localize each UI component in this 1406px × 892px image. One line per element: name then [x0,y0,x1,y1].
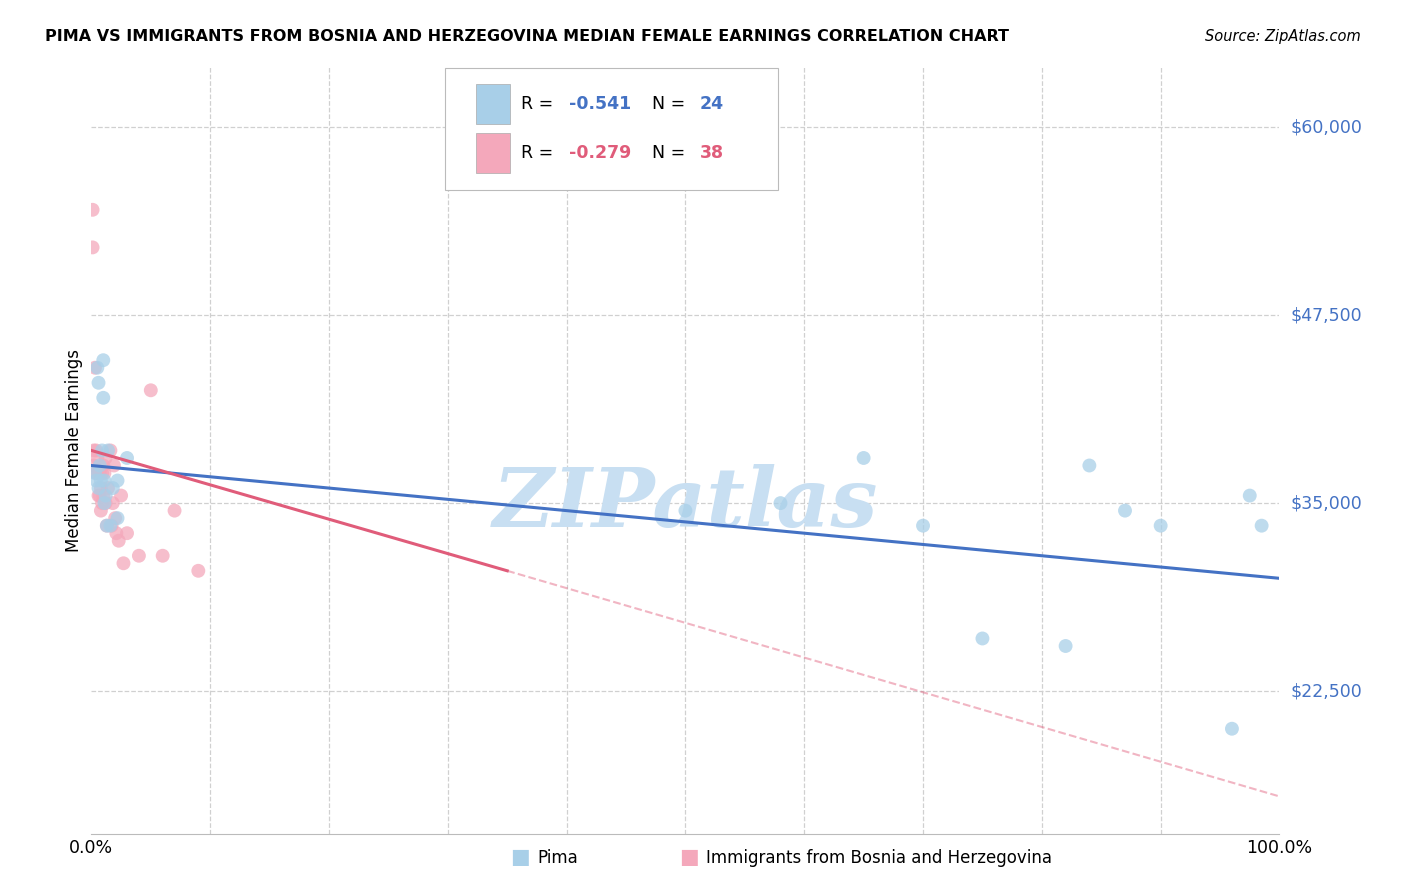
Point [84,466,107,480]
Text: PIMA VS IMMIGRANTS FROM BOSNIA AND HERZEGOVINA MEDIAN FEMALE EARNINGS CORRELATIO: PIMA VS IMMIGRANTS FROM BOSNIA AND HERZE… [45,29,1010,45]
Point [103,458,125,473]
Point [1220,722,1243,736]
Text: -0.279: -0.279 [569,144,631,161]
Point [90,481,112,495]
Text: N =: N = [652,144,690,161]
Point [96,518,118,533]
Text: R =: R = [522,95,560,112]
Point [83,458,105,473]
Point [100,443,122,458]
Point [93,466,115,480]
Point [90,503,112,517]
Point [86,450,108,465]
Point [94,496,117,510]
Point [100,518,122,533]
Point [97,481,120,495]
Point [107,533,129,548]
Point [852,450,875,465]
Point [673,503,696,517]
Point [84,443,107,458]
Text: $35,000: $35,000 [1291,494,1362,512]
Text: Pima: Pima [537,849,578,867]
Point [187,564,209,578]
Point [100,518,122,533]
Point [91,443,114,458]
Point [128,549,150,563]
Y-axis label: Median Female Earnings: Median Female Earnings [65,349,83,552]
Point [115,450,138,465]
Point [110,489,132,503]
Text: R =: R = [522,144,560,161]
FancyBboxPatch shape [446,69,778,190]
Point [163,503,186,517]
Point [91,353,114,368]
Text: Immigrants from Bosnia and Herzegovina: Immigrants from Bosnia and Herzegovina [706,849,1052,867]
Point [97,443,120,458]
Point [91,466,114,480]
Text: $60,000: $60,000 [1291,118,1362,136]
Point [94,450,117,465]
Point [112,556,135,570]
Text: $47,500: $47,500 [1291,306,1362,324]
Point [1250,518,1272,533]
Text: ■: ■ [679,847,699,867]
Point [152,549,174,563]
Point [89,489,111,503]
Point [115,526,138,541]
Text: 24: 24 [700,95,724,112]
Text: $22,500: $22,500 [1291,682,1362,700]
Point [1114,503,1136,517]
Point [87,481,110,495]
Point [84,360,107,375]
Point [91,489,114,503]
Point [1078,458,1101,473]
Text: 38: 38 [700,144,724,161]
Point [94,489,117,503]
Point [96,518,118,533]
Point [83,443,105,458]
Point [87,489,110,503]
Text: ZIPatlas: ZIPatlas [492,464,879,544]
Point [1239,489,1261,503]
Point [769,496,792,510]
Point [91,496,114,510]
Point [82,240,104,254]
Point [91,391,114,405]
FancyBboxPatch shape [477,133,509,173]
Point [89,458,111,473]
Point [82,202,104,217]
Point [101,481,124,495]
Point [107,511,129,525]
Point [911,518,934,533]
Point [139,384,162,398]
Text: N =: N = [652,95,690,112]
Point [101,496,124,510]
Point [90,474,112,488]
Point [91,458,114,473]
Point [89,466,111,480]
Point [86,360,108,375]
Text: -0.541: -0.541 [569,95,631,112]
Point [84,466,107,480]
Point [87,466,110,480]
Text: Source: ZipAtlas.com: Source: ZipAtlas.com [1205,29,1361,45]
Point [972,632,994,646]
Point [93,474,115,488]
Point [105,526,128,541]
Point [93,496,115,510]
Point [107,474,129,488]
Text: ■: ■ [510,847,530,867]
Point [87,376,110,390]
Point [104,511,127,525]
Point [1149,518,1171,533]
Point [84,474,107,488]
FancyBboxPatch shape [477,84,509,124]
Point [1054,639,1077,653]
